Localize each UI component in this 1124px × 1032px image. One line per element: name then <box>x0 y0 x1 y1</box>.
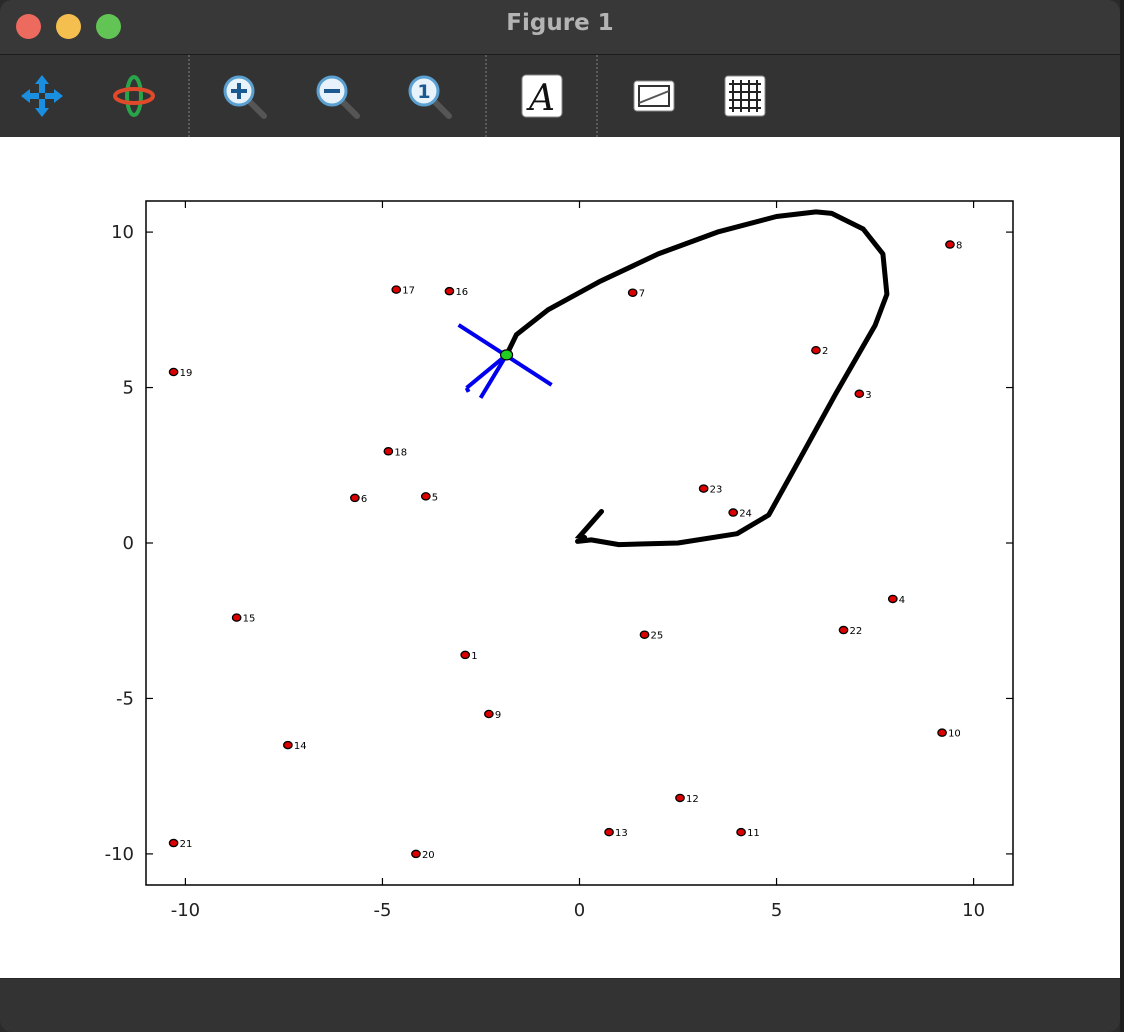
x-tick-label: -10 <box>171 900 200 921</box>
point-label: 18 <box>394 447 407 458</box>
point-label: 15 <box>243 614 256 625</box>
point-label: 2 <box>822 346 828 357</box>
legend-tool-button[interactable] <box>629 71 679 121</box>
x-tick-label: 10 <box>962 900 985 921</box>
zoom-reset-tool-button[interactable]: 1 <box>404 71 454 121</box>
point-label: 5 <box>432 492 438 503</box>
zoom-in-icon <box>223 75 267 119</box>
legend-box-icon <box>633 80 675 112</box>
x-tick-label: 5 <box>771 900 782 921</box>
point-label: 11 <box>747 828 760 839</box>
svg-text:1: 1 <box>417 81 430 103</box>
text-tool-button[interactable]: A <box>517 71 567 121</box>
scatter-point <box>627 288 638 297</box>
zoom-out-icon <box>316 75 360 119</box>
zoom-original-icon: 1 <box>408 75 452 119</box>
pan-arrows-icon <box>21 75 63 117</box>
point-label: 17 <box>402 286 415 297</box>
direction-line <box>465 353 508 390</box>
point-label: 20 <box>422 850 435 861</box>
figure-toolbar: 1 A <box>0 55 1120 137</box>
scatter-point <box>411 849 421 859</box>
window-title: Figure 1 <box>506 10 614 36</box>
pan-tool-button[interactable] <box>17 71 67 121</box>
point-label: 10 <box>948 729 961 740</box>
rotate-tool-button[interactable] <box>109 71 159 121</box>
scatter-point <box>604 827 614 837</box>
point-label: 14 <box>294 741 307 752</box>
scatter-point <box>675 793 685 803</box>
close-window-button[interactable] <box>16 14 41 39</box>
y-tick-label: -5 <box>116 688 134 709</box>
y-tick-label: 0 <box>123 533 134 554</box>
scatter-point <box>391 285 402 294</box>
scatter-point <box>937 728 947 737</box>
scatter-point <box>420 492 431 501</box>
scatter-point <box>639 630 650 639</box>
direction-line <box>464 387 471 393</box>
text-A-icon: A <box>521 74 563 119</box>
point-label: 12 <box>686 794 699 805</box>
zoom-out-tool-button[interactable] <box>312 71 362 121</box>
current-position-marker <box>499 349 514 361</box>
grid-tool-button[interactable] <box>720 71 770 121</box>
minimize-window-button[interactable] <box>56 14 81 39</box>
grid-icon <box>724 75 766 117</box>
scatter-point <box>484 709 494 719</box>
scatter-point <box>838 625 849 635</box>
scatter-point <box>460 650 471 660</box>
y-tick-label: 10 <box>111 222 134 243</box>
scatter-point <box>383 447 394 456</box>
trajectory-start-hook <box>574 508 605 540</box>
point-label: 19 <box>180 368 193 379</box>
point-label: 25 <box>651 631 664 642</box>
point-label: 8 <box>956 241 962 252</box>
scatter-point <box>231 613 242 622</box>
point-label: 24 <box>739 509 752 520</box>
x-tick-label: 0 <box>574 900 585 921</box>
point-label: 21 <box>180 839 193 850</box>
scatter-point <box>283 740 293 750</box>
scatter-point <box>854 389 865 399</box>
scatter-point <box>168 367 179 377</box>
status-bar <box>0 978 1120 1032</box>
x-tick-label: -5 <box>373 900 391 921</box>
trajectory-line <box>504 209 890 548</box>
point-label: 9 <box>495 710 501 721</box>
zoom-in-tool-button[interactable] <box>219 71 269 121</box>
scatter-point <box>698 484 709 493</box>
point-label: 13 <box>615 828 628 839</box>
point-label: 6 <box>361 494 367 505</box>
scatter-point <box>168 838 179 848</box>
title-bar[interactable]: Figure 1 <box>0 0 1120 55</box>
point-label: 3 <box>865 390 871 401</box>
maximize-window-button[interactable] <box>96 14 121 39</box>
scatter-point <box>945 240 955 249</box>
scatter-point <box>887 594 898 604</box>
scatter-point <box>811 345 821 355</box>
svg-text:A: A <box>526 78 555 119</box>
point-label: 1 <box>471 651 477 662</box>
scatter-point <box>444 286 455 296</box>
scatter-point <box>350 493 360 503</box>
point-label: 4 <box>899 595 905 606</box>
point-label: 22 <box>850 626 863 637</box>
point-label: 7 <box>639 289 645 300</box>
point-label: 16 <box>455 287 468 298</box>
point-label: 23 <box>710 485 723 496</box>
y-tick-label: -10 <box>105 844 134 865</box>
y-tick-label: 5 <box>123 378 134 399</box>
direction-line <box>478 353 509 399</box>
scatter-point <box>736 827 746 837</box>
plot-canvas[interactable]: -10 -5 0 5 10 -10 -5 0 5 10 1 2 3 4 5 6 7 8 9 10 11 12 13 14 15… <box>0 137 1120 978</box>
rotate-orbit-icon <box>113 75 155 117</box>
scatter-point <box>728 508 739 517</box>
